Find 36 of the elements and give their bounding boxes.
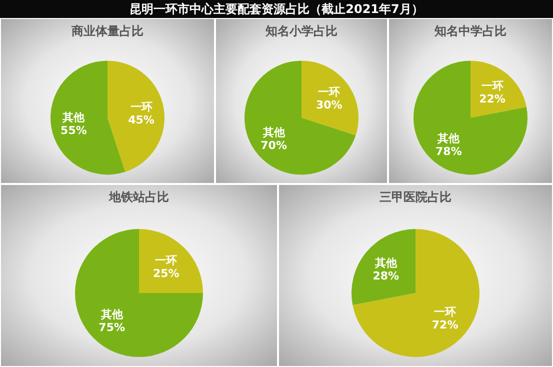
slice-label: 一环	[130, 100, 152, 114]
data-label: 30%	[316, 98, 342, 112]
slice-label: 一环	[155, 254, 178, 267]
pie-slice	[470, 60, 526, 118]
chart-title: 商业体量占比	[70, 23, 144, 40]
data-label: 22%	[479, 92, 506, 106]
pie-slice	[139, 229, 203, 294]
pie-slice	[108, 60, 164, 172]
chart-title: 三甲医院占比	[378, 189, 452, 206]
data-label: 25%	[152, 266, 180, 280]
data-label: 28%	[372, 270, 400, 283]
data-label: 70%	[260, 138, 288, 152]
pie-slice	[244, 60, 356, 175]
slice-label: 其他	[436, 132, 461, 146]
slice-label: 一环	[318, 86, 340, 99]
data-label: 55%	[60, 124, 87, 138]
pie-slice	[75, 229, 203, 357]
slice-label: 一环	[434, 306, 456, 319]
chart-title: 知名中学占比	[433, 23, 508, 40]
data-label: 75%	[98, 321, 126, 334]
data-label: 45%	[128, 113, 154, 126]
pie-slice	[50, 60, 126, 175]
text: 昆明一环市中心主要配套资源占比（截止2021年7月）	[0, 0, 553, 18]
slice-label: 一环	[481, 79, 504, 92]
data-label: 78%	[436, 145, 462, 158]
slice-label: 其他	[62, 111, 86, 124]
pie-slice	[352, 229, 480, 357]
slice-label: 其他	[100, 308, 124, 322]
chart-title: 地铁站占比	[108, 189, 170, 206]
slice-label: 其他	[374, 256, 398, 270]
pie-slice	[302, 60, 358, 136]
pie-slice	[352, 229, 416, 306]
slice-label: 其他	[262, 126, 286, 139]
data-label: 72%	[432, 318, 458, 332]
chart-title: 知名小学占比	[264, 23, 338, 40]
pie-slice	[414, 60, 528, 175]
